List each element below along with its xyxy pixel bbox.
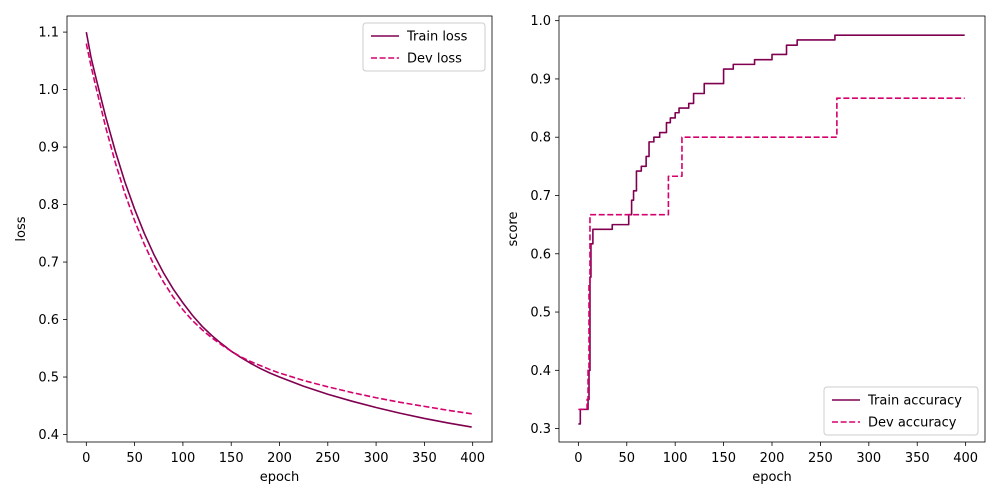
x-tick-label: 200 (267, 451, 292, 466)
y-tick-label: 0.8 (530, 131, 551, 146)
x-tick-label: 100 (170, 451, 195, 466)
axes-frame (558, 15, 986, 443)
x-tick-label: 150 (219, 451, 244, 466)
y-tick-label: 0.4 (38, 428, 59, 443)
legend-label: Dev accuracy (868, 416, 957, 431)
x-tick-label: 250 (808, 451, 833, 466)
x-tick-label: 300 (856, 451, 881, 466)
x-tick-label: 300 (364, 451, 389, 466)
y-tick-label: 0.9 (530, 72, 551, 87)
y-tick-label: 0.7 (530, 189, 551, 204)
x-tick-label: 150 (711, 451, 736, 466)
series-line-1 (85, 43, 472, 415)
x-tick-label: 200 (760, 451, 785, 466)
y-tick-label: 0.4 (530, 364, 551, 379)
y-axis-label: loss (14, 216, 29, 241)
y-tick-label: 0.6 (530, 247, 551, 262)
x-tick-label: 50 (618, 451, 635, 466)
x-tick-label: 0 (82, 451, 90, 466)
series-line-1 (578, 97, 965, 411)
y-tick-label: 1.0 (38, 83, 59, 98)
legend: Train accuracy Dev accuracy (823, 386, 979, 436)
y-tick-label: 1.1 (38, 26, 59, 41)
y-tick-label: 0.7 (38, 256, 59, 271)
x-tick-label: 50 (126, 451, 143, 466)
x-axis-label: epoch (260, 470, 300, 485)
x-tick-label: 400 (953, 451, 978, 466)
x-tick-label: 0 (574, 451, 582, 466)
x-tick-label: 250 (315, 451, 340, 466)
accuracy-panel: 0 50 100 150 200 250 300 350 400 0.3 0.4 0.5 0.6 0.7 0… (506, 14, 986, 485)
x-tick-label: 400 (460, 451, 485, 466)
y-tick-label: 0.8 (38, 198, 59, 213)
y-tick-label: 0.3 (530, 422, 551, 437)
x-tick-label: 350 (905, 451, 930, 466)
axes-frame (66, 15, 493, 443)
x-tick-label: 350 (412, 451, 437, 466)
legend-box (823, 386, 979, 436)
series-line-0 (578, 34, 965, 425)
y-axis-label: score (506, 212, 521, 247)
y-tick-label: 0.5 (38, 371, 59, 386)
y-tick-label: 1.0 (530, 14, 551, 29)
x-tick-label: 100 (663, 451, 688, 466)
legend: Train loss Dev loss (362, 22, 486, 72)
legend-box (362, 22, 486, 72)
loss-panel: 0 50 100 150 200 250 300 350 400 0.4 0.5 0.6 0.7 0.8 0… (14, 15, 493, 485)
legend-label: Dev loss (407, 52, 462, 67)
legend-label: Train accuracy (867, 394, 962, 409)
legend-label: Train loss (406, 30, 468, 45)
y-tick-label: 0.6 (38, 313, 59, 328)
y-tick-label: 0.9 (38, 141, 59, 156)
series-line-0 (85, 31, 472, 428)
x-axis-label: epoch (752, 470, 792, 485)
y-tick-label: 0.5 (530, 306, 551, 321)
